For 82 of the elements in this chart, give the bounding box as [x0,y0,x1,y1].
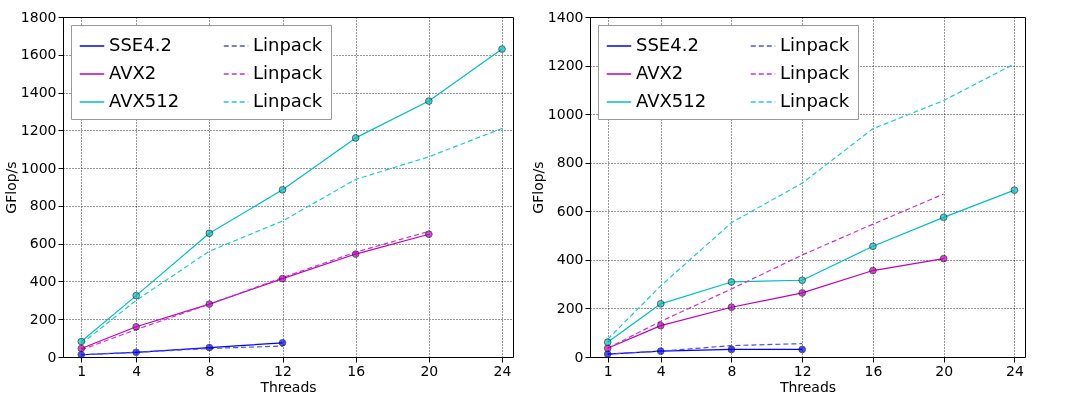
point [656,321,665,330]
y-tick-label: 1400 [20,84,57,101]
y-tick-label: 1000 [547,105,584,122]
y-tick-label: 1200 [20,121,57,138]
y-tick-label: 1200 [547,57,584,74]
x-tick-label: 8 [205,362,215,379]
legend-label: SSE4.2 [636,34,699,55]
legend-label: AVX512 [109,90,180,111]
x-tick-label: 1 [77,362,87,379]
point [278,274,287,283]
point [656,347,665,355]
x-tick-label: 8 [727,362,737,379]
point [205,300,214,308]
point [425,230,433,238]
point [205,343,214,352]
point [132,291,140,300]
x-tick-label: 4 [132,362,142,379]
point [425,97,433,105]
x-tick-label: 24 [1005,362,1024,379]
x-tick-label: 20 [420,362,439,379]
y-tick-label: 1600 [20,46,57,63]
legend-label: SSE4.2 [109,34,172,55]
point [727,345,736,354]
legend-label: Linpack [780,62,850,83]
point [603,344,612,352]
y-axis-title: GFlop/s [2,161,19,214]
legend-label: AVX2 [109,62,157,83]
point [205,229,214,238]
y-tick-label: 200 [29,310,57,327]
legend-label: Linpack [253,34,323,55]
point [869,242,877,250]
y-tick-label: 800 [556,154,584,171]
point [351,250,360,258]
x-tick-label: 12 [793,362,812,379]
point [278,339,287,347]
x-tick-label: 4 [656,362,666,379]
x-axis-title: Threads [259,378,317,395]
y-tick-label: 200 [556,299,584,316]
legend-label: Linpack [253,90,323,111]
y-tick-label: 0 [574,348,584,365]
y-tick-label: 600 [29,235,57,252]
point [603,350,612,358]
point [132,323,140,331]
point [798,345,806,354]
legend-label: Linpack [253,62,323,83]
y-axis-title: GFlop/s [529,161,546,214]
point [798,289,806,297]
x-axis-title: Threads [778,378,837,395]
point [939,213,948,222]
point [603,338,612,346]
x-tick-label: 12 [274,362,292,379]
point [727,303,736,311]
y-tick-label: 800 [29,197,57,214]
legend-label: Linpack [780,34,850,55]
y-tick-label: 1000 [20,159,57,176]
legend-label: AVX2 [636,62,684,83]
x-tick-label: 24 [493,362,512,379]
point [77,344,86,353]
point [498,45,506,53]
point [278,186,287,194]
point [77,337,86,346]
x-tick-label: 16 [347,362,366,379]
point [132,348,140,357]
point [939,254,948,263]
y-tick-label: 400 [556,251,584,268]
x-tick-label: 1 [603,362,613,379]
point [1010,186,1019,194]
point [727,278,736,286]
point [869,266,877,275]
y-tick-label: 400 [29,272,57,289]
point [77,350,86,359]
x-tick-label: 16 [864,362,883,379]
y-tick-label: 1400 [547,8,584,25]
point [351,134,360,142]
x-tick-label: 20 [935,362,954,379]
point [798,276,806,284]
legend-label: AVX512 [636,90,707,111]
point [656,300,665,308]
y-tick-label: 600 [556,202,584,219]
y-tick-label: 0 [47,348,57,365]
legend-label: Linpack [780,90,850,111]
y-tick-label: 1800 [20,8,57,25]
